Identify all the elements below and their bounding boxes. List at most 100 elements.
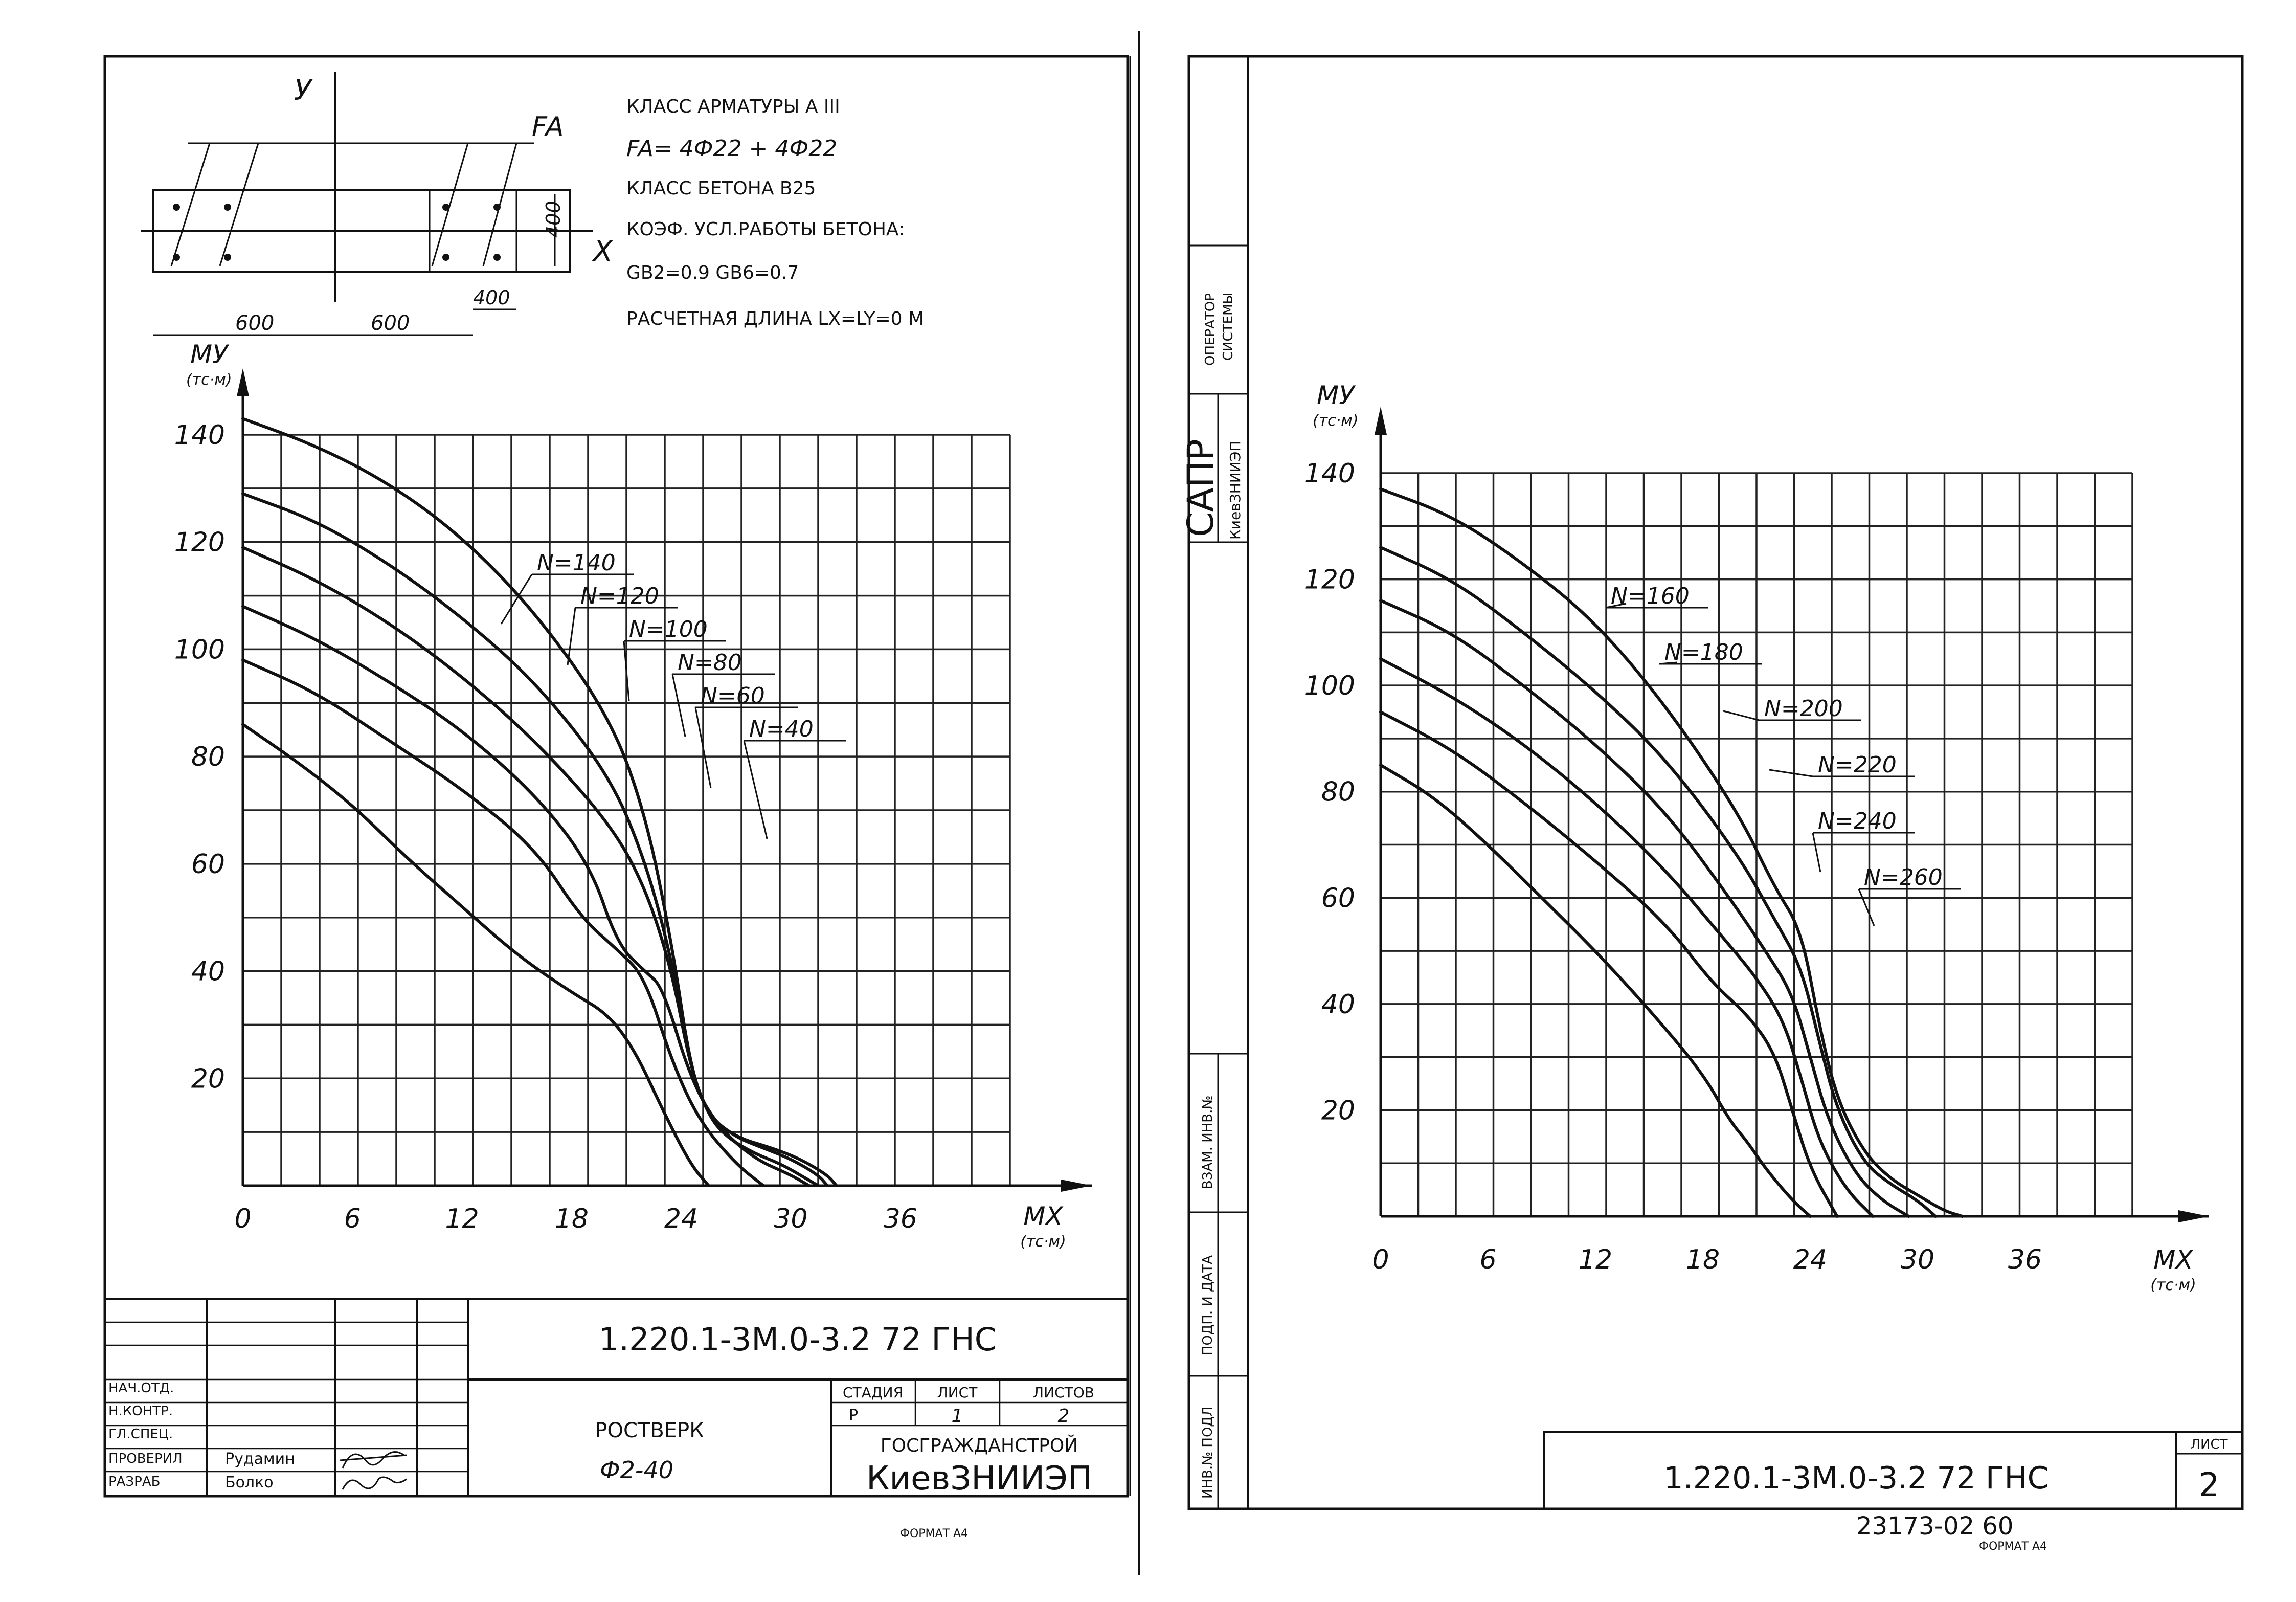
- y-tick-label: 60: [191, 849, 225, 880]
- note-rebar-class: КЛАСС АРМАТУРЫ А III: [626, 96, 840, 117]
- series-leader: [1769, 769, 1813, 777]
- section-dim-right: 600: [371, 312, 410, 335]
- role-1: Н.КОНТР.: [108, 1404, 173, 1419]
- stamp-podp: ПОДП. И ДАТА: [1200, 1255, 1215, 1355]
- x-tick-label: 36: [884, 1204, 917, 1234]
- series-label: N=200: [1764, 696, 1843, 722]
- series-line: [1379, 487, 1964, 1218]
- signature-checker: [340, 1451, 407, 1468]
- section-fa-label: FA: [532, 112, 564, 142]
- y-axis-label: МУ: [190, 340, 230, 369]
- y-tick-label: 80: [1321, 777, 1355, 808]
- series-line: [241, 723, 710, 1187]
- series-label: N=40: [749, 716, 814, 742]
- chart-axes: [1375, 407, 2209, 1222]
- x-axis-arrow: [2178, 1210, 2209, 1222]
- name-author: Болко: [225, 1474, 274, 1492]
- x-tick-label: 6: [1479, 1244, 1496, 1275]
- section-axis-y: У: [294, 74, 313, 107]
- role-3: ПРОВЕРИЛ: [108, 1451, 183, 1466]
- series-leader: [567, 607, 576, 665]
- chart-grid: [1380, 472, 2133, 1217]
- y-tick-label: 60: [1321, 883, 1355, 914]
- series-leader: [500, 574, 533, 625]
- x-tick-label: 18: [555, 1204, 589, 1234]
- y-tick-label: 20: [191, 1063, 225, 1094]
- stamp-operator-2: СИСТЕМЫ: [1221, 293, 1236, 361]
- series-label: N=120: [580, 583, 659, 609]
- x-tick-label: 30: [774, 1204, 807, 1234]
- x-tick-label: 12: [1579, 1244, 1612, 1275]
- stamp-operator-1: ОПЕРАТОР: [1203, 293, 1218, 366]
- note-concrete-factors-title: КОЭФ. УСЛ.РАБОТЫ БЕТОНА:: [626, 219, 905, 240]
- section-rebars: [173, 204, 501, 261]
- x-tick-label: 12: [445, 1204, 479, 1234]
- series-label: N=240: [1818, 808, 1897, 834]
- series-line: [241, 658, 765, 1187]
- y-tick-label: 20: [1321, 1095, 1355, 1126]
- x-axis-unit: (тс·м): [1020, 1233, 1066, 1251]
- sheets-header: ЛИСТОВ: [1033, 1384, 1094, 1401]
- x-tick-label: 18: [1686, 1244, 1720, 1275]
- left-designation: 1.220.1-3М.0-3.2 72 ГНС: [599, 1321, 997, 1358]
- series-line: [241, 546, 820, 1188]
- interaction-chart-2: 0 6 12 18 24 30 3620406080100120140МУ(тс·м)МХ(…: [1304, 381, 2209, 1294]
- sheets-value: 2: [1058, 1406, 1070, 1427]
- note-concrete-class: КЛАСС БЕТОНА В25: [626, 178, 816, 199]
- stage-header: СТАДИЯ: [843, 1384, 903, 1401]
- role-0: НАЧ.ОТД.: [108, 1381, 174, 1396]
- chart-axes: [237, 368, 1092, 1192]
- org-line-2: КиевЗНИИЭП: [866, 1460, 1092, 1498]
- role-2: ГЛ.СПЕЦ.: [108, 1427, 173, 1442]
- side-stamp: [1189, 244, 1248, 1509]
- series-label: N=80: [678, 650, 742, 676]
- y-tick-label: 100: [1304, 671, 1355, 701]
- x-axis-label: МХ: [2153, 1245, 2194, 1275]
- footer-number: 23173-02 60: [1856, 1512, 2013, 1541]
- y-tick-label: 120: [1304, 565, 1355, 595]
- left-title-block: [104, 1298, 1129, 1497]
- stamp-vzam: ВЗАМ. ИНВ.№: [1200, 1096, 1215, 1189]
- y-tick-label: 140: [1304, 458, 1355, 489]
- sheet-value: 1: [952, 1406, 963, 1427]
- series-label: N=220: [1818, 752, 1897, 778]
- series-leader: [671, 674, 686, 737]
- y-tick-label: 80: [191, 742, 225, 772]
- left-format-label: ФОРМАТ А4: [900, 1527, 968, 1540]
- series-label: N=140: [537, 550, 616, 576]
- x-axis-label: МХ: [1023, 1202, 1064, 1231]
- series-leader: [1812, 832, 1821, 873]
- section-dim-height: 400: [542, 201, 565, 238]
- right-sheet-header: ЛИСТ: [2190, 1437, 2227, 1452]
- left-drawing-name: РОСТВЕРК: [595, 1419, 704, 1442]
- x-tick-label: 30: [1901, 1244, 1934, 1275]
- series-label: N=260: [1864, 864, 1943, 891]
- stamp-sapr: САПР: [1180, 439, 1222, 537]
- section-dim-left: 600: [235, 312, 274, 335]
- x-axis-unit: (тс·м): [2150, 1276, 2196, 1294]
- series-line: [1379, 710, 1839, 1218]
- y-tick-label: 140: [174, 420, 225, 451]
- y-tick-label: 100: [174, 634, 225, 665]
- y-tick-label: 40: [1321, 989, 1355, 1020]
- role-column: НАЧ.ОТД. Н.КОНТР. ГЛ.СПЕЦ. ПРОВЕРИЛ РАЗР…: [108, 1381, 183, 1489]
- org-line-1: ГОСГРАЖДАНСТРОЙ: [881, 1435, 1078, 1456]
- note-concrete-factors: GB2=0.9 GB6=0.7: [626, 262, 799, 283]
- x-tick-label: 24: [1793, 1244, 1827, 1275]
- x-tick-label: 36: [2008, 1244, 2042, 1275]
- y-axis-label: МУ: [1317, 381, 1356, 410]
- design-notes: КЛАСС АРМАТУРЫ А III FA= 4Ф22 + 4Ф22 КЛА…: [626, 96, 924, 329]
- series-line: [241, 417, 838, 1187]
- x-axis-arrow: [1061, 1180, 1092, 1192]
- sheet-header: ЛИСТ: [937, 1384, 978, 1401]
- x-tick-label: 0: [1372, 1244, 1389, 1275]
- series-label: N=160: [1611, 583, 1690, 609]
- series-leader: [1723, 710, 1760, 721]
- y-axis-arrow: [1375, 407, 1387, 435]
- stage-value: Р: [849, 1407, 858, 1425]
- y-axis-arrow: [237, 368, 249, 396]
- series-line: [1379, 763, 1812, 1218]
- series-label: N=100: [629, 616, 708, 642]
- y-axis-unit: (тс·м): [186, 371, 232, 389]
- y-tick-label: 40: [191, 956, 225, 987]
